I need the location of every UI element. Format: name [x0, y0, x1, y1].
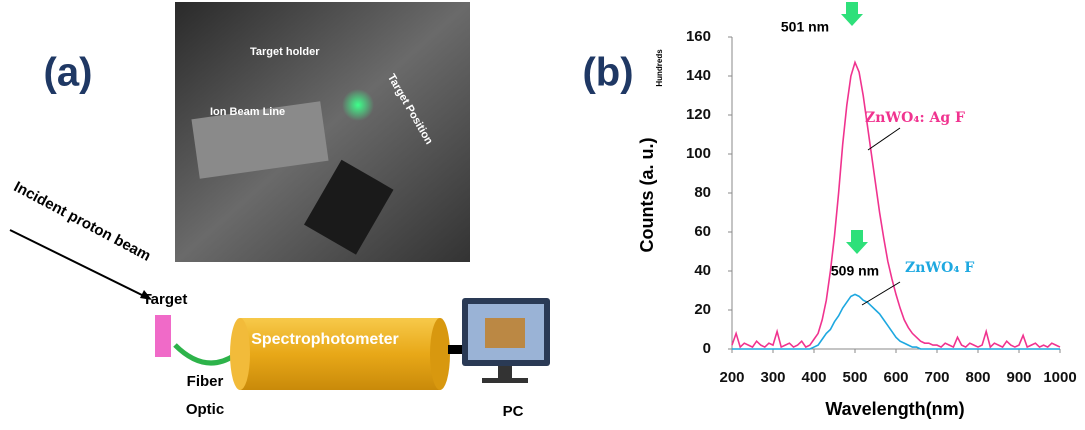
y-tick-label: 80 [694, 184, 711, 201]
cyl-end [430, 318, 450, 390]
target-label: Target [143, 291, 188, 308]
fiber-label: Optic [186, 401, 224, 418]
pointer [862, 282, 900, 305]
x-tick-label: 300 [760, 369, 785, 386]
series-line [732, 62, 1060, 347]
pointer [868, 128, 900, 150]
y-tick-label: 20 [694, 301, 711, 318]
x-tick-label: 900 [1006, 369, 1031, 386]
series-line [732, 294, 1060, 349]
photo-label: Ion Beam Line [210, 106, 285, 118]
series-label: ZnWO₄: Ag F [865, 110, 965, 126]
spectro-label: Spectrophotometer [251, 331, 399, 348]
screen-img [485, 318, 525, 348]
glow [342, 89, 374, 121]
panel-label: (b) [582, 51, 633, 95]
x-tick-label: 700 [924, 369, 949, 386]
y-tick-label: 120 [686, 106, 711, 123]
annotation: 501 nm [781, 19, 829, 35]
cyl-end [230, 318, 250, 390]
x-tick-label: 1000 [1043, 369, 1076, 386]
x-tick-label: 400 [801, 369, 826, 386]
y-axis-title: Counts (a. u.) [637, 138, 657, 253]
peak-arrow [841, 2, 863, 26]
y-tick-label: 60 [694, 223, 711, 240]
panel-label: (a) [44, 51, 93, 95]
x-tick-label: 600 [883, 369, 908, 386]
spectrophotometer [240, 318, 440, 390]
figure: (a) Target holder Ion Beam Line Target P… [0, 0, 1085, 425]
y-tick-label: 100 [686, 145, 711, 162]
y-tick-label: 140 [686, 67, 711, 84]
stand [498, 366, 512, 378]
fiber [175, 345, 235, 363]
pc-label: PC [503, 403, 524, 420]
peak-arrow [846, 230, 868, 254]
photo-label: Target holder [250, 46, 320, 58]
fiber-label: Fiber [187, 373, 224, 390]
x-tick-label: 200 [719, 369, 744, 386]
target [155, 315, 171, 357]
y-tick-label: 0 [703, 340, 711, 357]
series-label: ZnWO₄ F [905, 260, 974, 276]
x-axis-title: Wavelength(nm) [825, 399, 964, 419]
stand [482, 378, 528, 383]
beam-label: Incident proton beam [11, 178, 154, 265]
x-tick-label: 800 [965, 369, 990, 386]
y-tick-label: 160 [686, 28, 711, 45]
y-tick-label: 40 [694, 262, 711, 279]
y-unit: Hundreds [655, 49, 664, 87]
annotation: 509 nm [831, 263, 879, 279]
x-tick-label: 500 [842, 369, 867, 386]
